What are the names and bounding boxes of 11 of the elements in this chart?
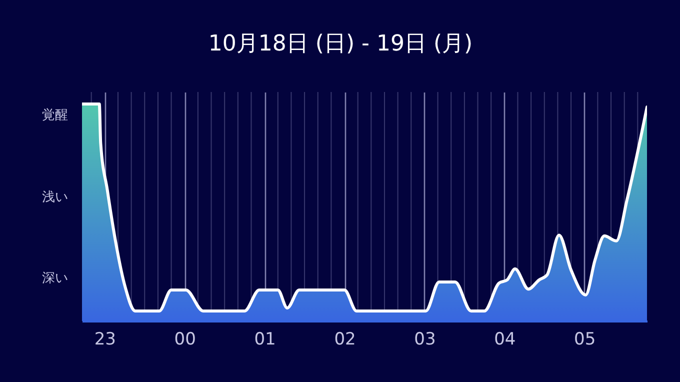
x-tick-label: 04 bbox=[494, 330, 516, 350]
x-tick-label: 05 bbox=[574, 330, 596, 350]
text: 覚醒 bbox=[42, 107, 68, 125]
x-tick-label: 00 bbox=[174, 330, 196, 350]
x-tick-label: 02 bbox=[334, 330, 356, 350]
chart-title: 10月18日 (日) - 19日 (月) bbox=[208, 32, 473, 56]
x-tick-label: 03 bbox=[414, 330, 436, 350]
x-tick-label: 23 bbox=[94, 330, 116, 350]
text: 浅い bbox=[42, 188, 68, 206]
x-tick-label: 01 bbox=[254, 330, 276, 350]
text: 深い bbox=[42, 270, 68, 288]
